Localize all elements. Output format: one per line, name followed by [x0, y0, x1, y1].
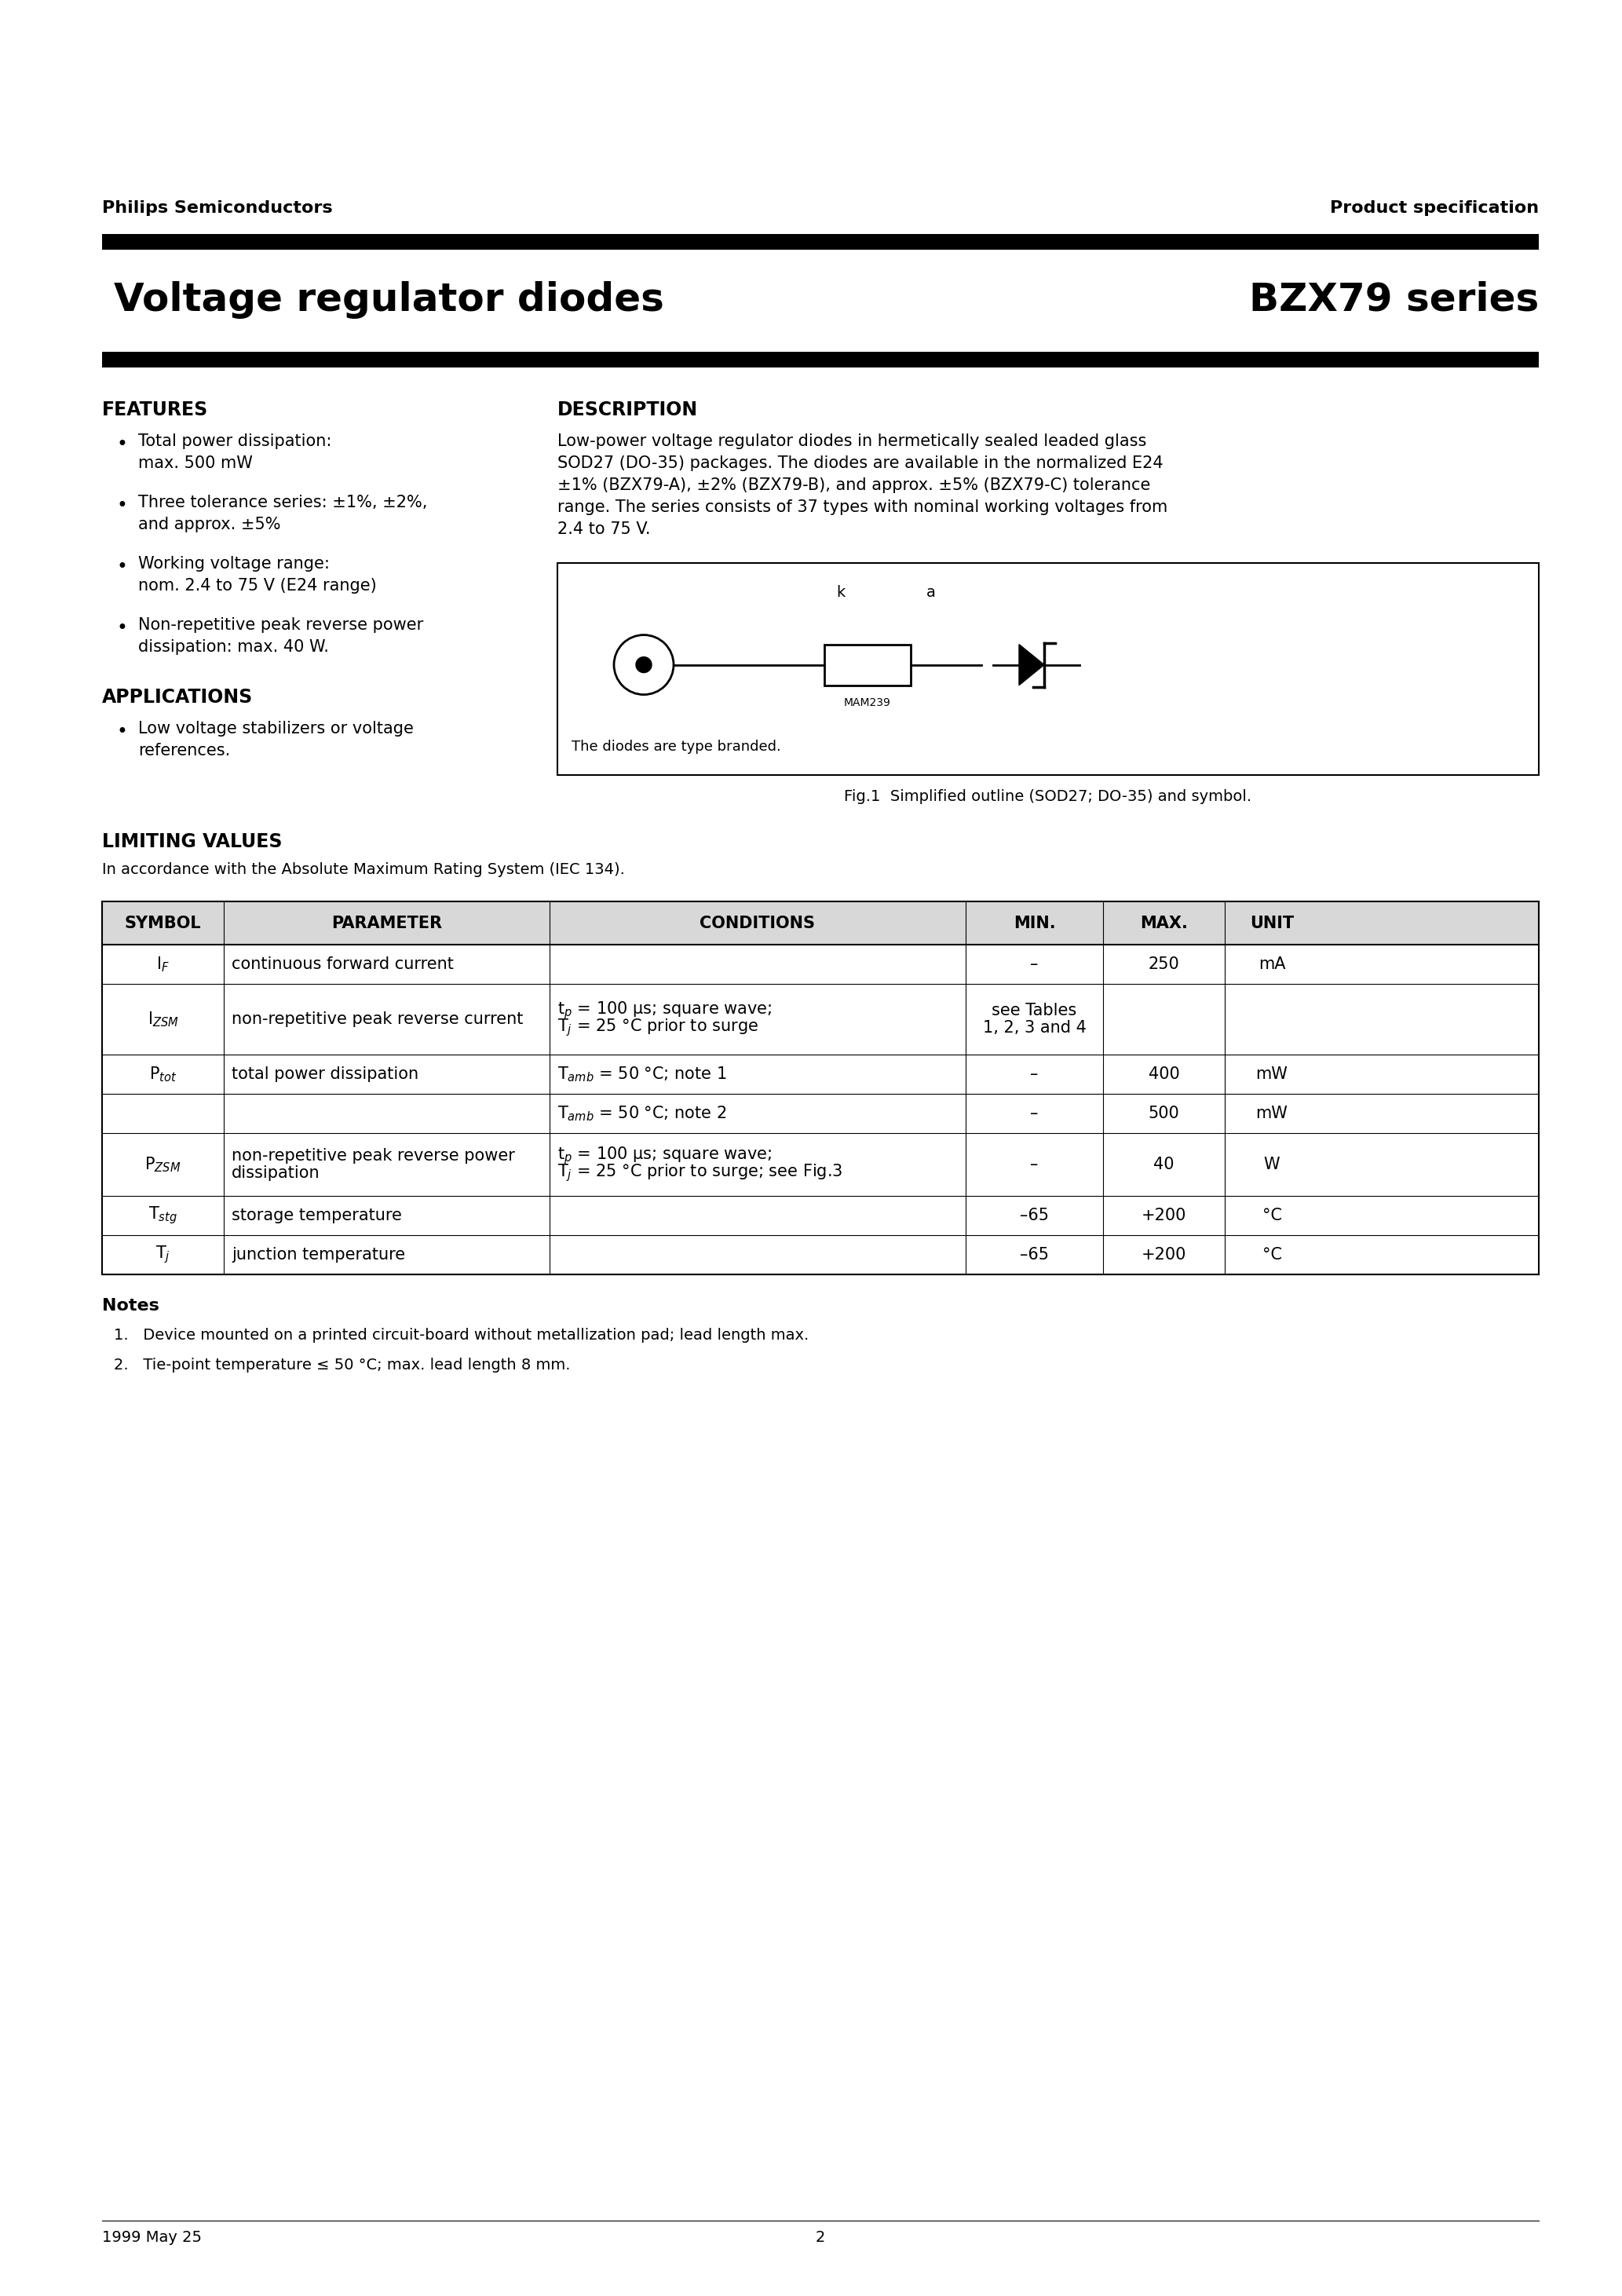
Text: LIMITING VALUES: LIMITING VALUES: [102, 833, 282, 852]
Text: Total power dissipation:: Total power dissipation:: [138, 434, 331, 450]
Text: CONDITIONS: CONDITIONS: [701, 916, 816, 930]
Text: 400: 400: [1148, 1065, 1179, 1081]
Text: Low voltage stabilizers or voltage: Low voltage stabilizers or voltage: [138, 721, 414, 737]
Text: MIN.: MIN.: [1014, 916, 1056, 930]
Text: 500: 500: [1148, 1107, 1179, 1120]
Text: P$_{tot}$: P$_{tot}$: [149, 1065, 177, 1084]
Text: junction temperature: junction temperature: [232, 1247, 406, 1263]
Text: and approx. ±5%: and approx. ±5%: [138, 517, 281, 533]
Text: DESCRIPTION: DESCRIPTION: [558, 400, 697, 420]
Text: Working voltage range:: Working voltage range:: [138, 556, 329, 572]
Text: +200: +200: [1142, 1208, 1186, 1224]
Text: APPLICATIONS: APPLICATIONS: [102, 689, 253, 707]
Text: Fig.1  Simplified outline (SOD27; DO-35) and symbol.: Fig.1 Simplified outline (SOD27; DO-35) …: [845, 790, 1252, 804]
Text: –65: –65: [1020, 1208, 1049, 1224]
Text: •: •: [117, 618, 127, 638]
Text: 1, 2, 3 and 4: 1, 2, 3 and 4: [983, 1019, 1087, 1035]
Text: 2: 2: [816, 2229, 826, 2245]
Text: •: •: [117, 723, 127, 742]
Bar: [102, 902, 1539, 944]
Text: ±1% (BZX79-A), ±2% (BZX79-B), and approx. ±5% (BZX79-C) tolerance: ±1% (BZX79-A), ±2% (BZX79-B), and approx…: [558, 478, 1150, 494]
Text: Philips Semiconductors: Philips Semiconductors: [102, 200, 333, 216]
Text: MAX.: MAX.: [1140, 916, 1187, 930]
Text: PARAMETER: PARAMETER: [331, 916, 443, 930]
Text: T$_{amb}$ = 50 °C; note 2: T$_{amb}$ = 50 °C; note 2: [558, 1104, 727, 1123]
Text: –: –: [1030, 1157, 1038, 1173]
Text: references.: references.: [138, 744, 230, 758]
Text: k: k: [835, 585, 845, 599]
Text: Product specification: Product specification: [1330, 200, 1539, 216]
Text: T$_j$ = 25 °C prior to surge: T$_j$ = 25 °C prior to surge: [558, 1017, 759, 1038]
Bar: [102, 902, 1539, 1274]
Text: 1.   Device mounted on a printed circuit-board without metallization pad; lead l: 1. Device mounted on a printed circuit-b…: [114, 1327, 809, 1343]
Text: °C: °C: [1262, 1208, 1281, 1224]
Text: P$_{ZSM}$: P$_{ZSM}$: [144, 1155, 182, 1173]
Text: t$_p$ = 100 μs; square wave;: t$_p$ = 100 μs; square wave;: [558, 1146, 772, 1166]
Text: I$_{F}$: I$_{F}$: [156, 955, 170, 974]
Text: The diodes are type branded.: The diodes are type branded.: [571, 739, 780, 753]
Text: mW: mW: [1255, 1065, 1288, 1081]
Text: 2.   Tie-point temperature ≤ 50 °C; max. lead length 8 mm.: 2. Tie-point temperature ≤ 50 °C; max. l…: [114, 1357, 571, 1373]
Text: FEATURES: FEATURES: [102, 400, 208, 420]
Circle shape: [636, 657, 652, 673]
Text: t$_p$ = 100 μs; square wave;: t$_p$ = 100 μs; square wave;: [558, 1001, 772, 1022]
Text: a: a: [926, 585, 936, 599]
Text: Low-power voltage regulator diodes in hermetically sealed leaded glass: Low-power voltage regulator diodes in he…: [558, 434, 1147, 450]
Text: nom. 2.4 to 75 V (E24 range): nom. 2.4 to 75 V (E24 range): [138, 579, 376, 595]
Text: dissipation: dissipation: [232, 1166, 320, 1180]
Text: In accordance with the Absolute Maximum Rating System (IEC 134).: In accordance with the Absolute Maximum …: [102, 863, 624, 877]
Text: non-repetitive peak reverse current: non-repetitive peak reverse current: [232, 1010, 524, 1026]
Text: I$_{ZSM}$: I$_{ZSM}$: [148, 1010, 178, 1029]
Bar: [102, 234, 1539, 250]
Text: SYMBOL: SYMBOL: [125, 916, 201, 930]
Text: •: •: [117, 496, 127, 514]
Text: non-repetitive peak reverse power: non-repetitive peak reverse power: [232, 1148, 514, 1164]
Text: MAM239: MAM239: [843, 698, 890, 707]
Text: range. The series consists of 37 types with nominal working voltages from: range. The series consists of 37 types w…: [558, 501, 1168, 514]
Text: T$_{amb}$ = 50 °C; note 1: T$_{amb}$ = 50 °C; note 1: [558, 1065, 727, 1084]
Bar: [558, 563, 1539, 776]
Text: storage temperature: storage temperature: [232, 1208, 402, 1224]
Text: W: W: [1264, 1157, 1280, 1173]
Text: T$_{j}$: T$_{j}$: [156, 1244, 170, 1265]
Text: dissipation: max. 40 W.: dissipation: max. 40 W.: [138, 638, 329, 654]
Text: –: –: [1030, 1065, 1038, 1081]
Text: –65: –65: [1020, 1247, 1049, 1263]
Text: +200: +200: [1142, 1247, 1186, 1263]
Text: 1999 May 25: 1999 May 25: [102, 2229, 201, 2245]
Text: –: –: [1030, 957, 1038, 971]
Text: T$_j$ = 25 °C prior to surge; see Fig.3: T$_j$ = 25 °C prior to surge; see Fig.3: [558, 1162, 843, 1185]
Text: BZX79 series: BZX79 series: [1249, 280, 1539, 319]
Text: •: •: [117, 434, 127, 455]
Text: SOD27 (DO-35) packages. The diodes are available in the normalized E24: SOD27 (DO-35) packages. The diodes are a…: [558, 455, 1163, 471]
Text: 40: 40: [1153, 1157, 1174, 1173]
Text: mA: mA: [1259, 957, 1285, 971]
Bar: [824, 645, 910, 684]
Text: Three tolerance series: ±1%, ±2%,: Three tolerance series: ±1%, ±2%,: [138, 494, 427, 510]
Text: total power dissipation: total power dissipation: [232, 1065, 418, 1081]
Text: Voltage regulator diodes: Voltage regulator diodes: [114, 280, 663, 319]
Text: •: •: [117, 558, 127, 576]
Text: 2.4 to 75 V.: 2.4 to 75 V.: [558, 521, 650, 537]
Text: see Tables: see Tables: [993, 1003, 1077, 1019]
Polygon shape: [1019, 645, 1045, 684]
Text: Non-repetitive peak reverse power: Non-repetitive peak reverse power: [138, 618, 423, 634]
Text: continuous forward current: continuous forward current: [232, 957, 454, 971]
Text: T$_{stg}$: T$_{stg}$: [148, 1205, 177, 1226]
Text: 250: 250: [1148, 957, 1179, 971]
Text: –: –: [1030, 1107, 1038, 1120]
Text: max. 500 mW: max. 500 mW: [138, 455, 253, 471]
Text: Notes: Notes: [102, 1297, 159, 1313]
Bar: [102, 351, 1539, 367]
Text: mW: mW: [1255, 1107, 1288, 1120]
Text: UNIT: UNIT: [1251, 916, 1294, 930]
Text: °C: °C: [1262, 1247, 1281, 1263]
